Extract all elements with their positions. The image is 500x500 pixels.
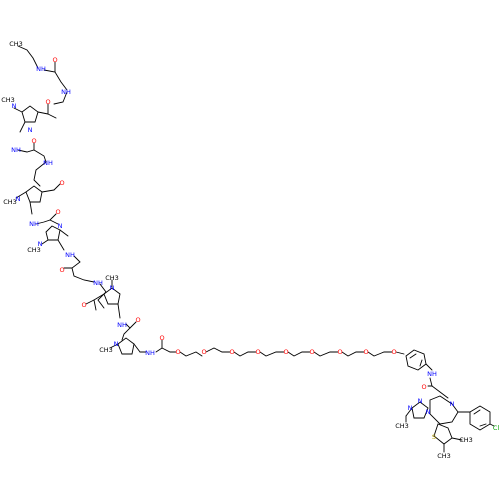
triazole-nitrogen-label: N — [426, 408, 431, 416]
methyl-label: CH3 — [105, 274, 119, 282]
nh-label: NH — [36, 65, 46, 73]
oxygen-label: O — [59, 179, 64, 187]
nh-label: NH — [145, 349, 155, 357]
ring-nitrogen-label: N — [16, 195, 21, 203]
oxygen-label: O — [159, 334, 164, 342]
oxygen-label: O — [52, 56, 57, 64]
ring-nitrogen-label: N — [58, 222, 63, 230]
ring-nitrogen-label: N — [114, 340, 119, 348]
oxygen-label: O — [59, 266, 64, 274]
nh-label: NH — [117, 321, 127, 329]
imine-nitrogen-label: N — [450, 400, 455, 408]
oxygen-label: O — [135, 316, 140, 324]
peg-oxygen-label: O — [201, 348, 206, 356]
peg-oxygen-label: O — [337, 348, 342, 356]
methyl-label: CH3 — [3, 198, 17, 206]
ring-nitrogen-label: N — [38, 240, 43, 248]
bond-skeleton — [13, 45, 495, 453]
methyl-label: CH3 — [99, 346, 113, 354]
peg-oxygen-label: O — [391, 348, 396, 356]
oxygen-label: O — [55, 208, 60, 216]
sulfur-label: S — [432, 433, 436, 441]
nh-label: NH — [61, 88, 71, 96]
ring-nitrogen-label: N — [12, 102, 17, 110]
nh-label: NH — [29, 220, 39, 228]
methyl-label: CH3 — [459, 436, 473, 444]
ring-nitrogen-label: N — [28, 126, 33, 134]
methyl-label: CH3 — [395, 422, 409, 430]
triazole-nitrogen-label: N — [408, 404, 413, 412]
nh-label: NH — [43, 159, 53, 167]
chlorine-label: Cl — [493, 424, 500, 432]
nh-label: NH — [65, 251, 75, 259]
nh-label: NH — [11, 146, 21, 154]
atom-labels: CH3 NH O NH O N CH3 N NH O NH O N CH3 NH… — [1, 40, 499, 460]
peg-oxygen-label: O — [363, 348, 368, 356]
methyl-label: CH3 — [437, 452, 451, 460]
nh-label: NH — [93, 279, 103, 287]
peg-oxygen-label: O — [283, 348, 288, 356]
peg-oxygen-label: O — [175, 348, 180, 356]
oxygen-label: O — [81, 301, 86, 309]
nh-label: NH — [427, 370, 437, 378]
peg-oxygen-label: O — [229, 348, 234, 356]
methyl-label: CH3 — [1, 96, 15, 104]
peg-oxygen-label: O — [255, 348, 260, 356]
methyl-label: CH3 — [9, 40, 23, 48]
peg-oxygen-label: O — [309, 348, 314, 356]
ring-nitrogen-label: N — [110, 284, 115, 292]
oxygen-label: O — [45, 98, 50, 106]
triazole-nitrogen-label: N — [418, 397, 423, 405]
oxygen-label: O — [421, 383, 426, 391]
methyl-label: CH3 — [27, 246, 41, 254]
oxygen-label: O — [31, 137, 36, 145]
